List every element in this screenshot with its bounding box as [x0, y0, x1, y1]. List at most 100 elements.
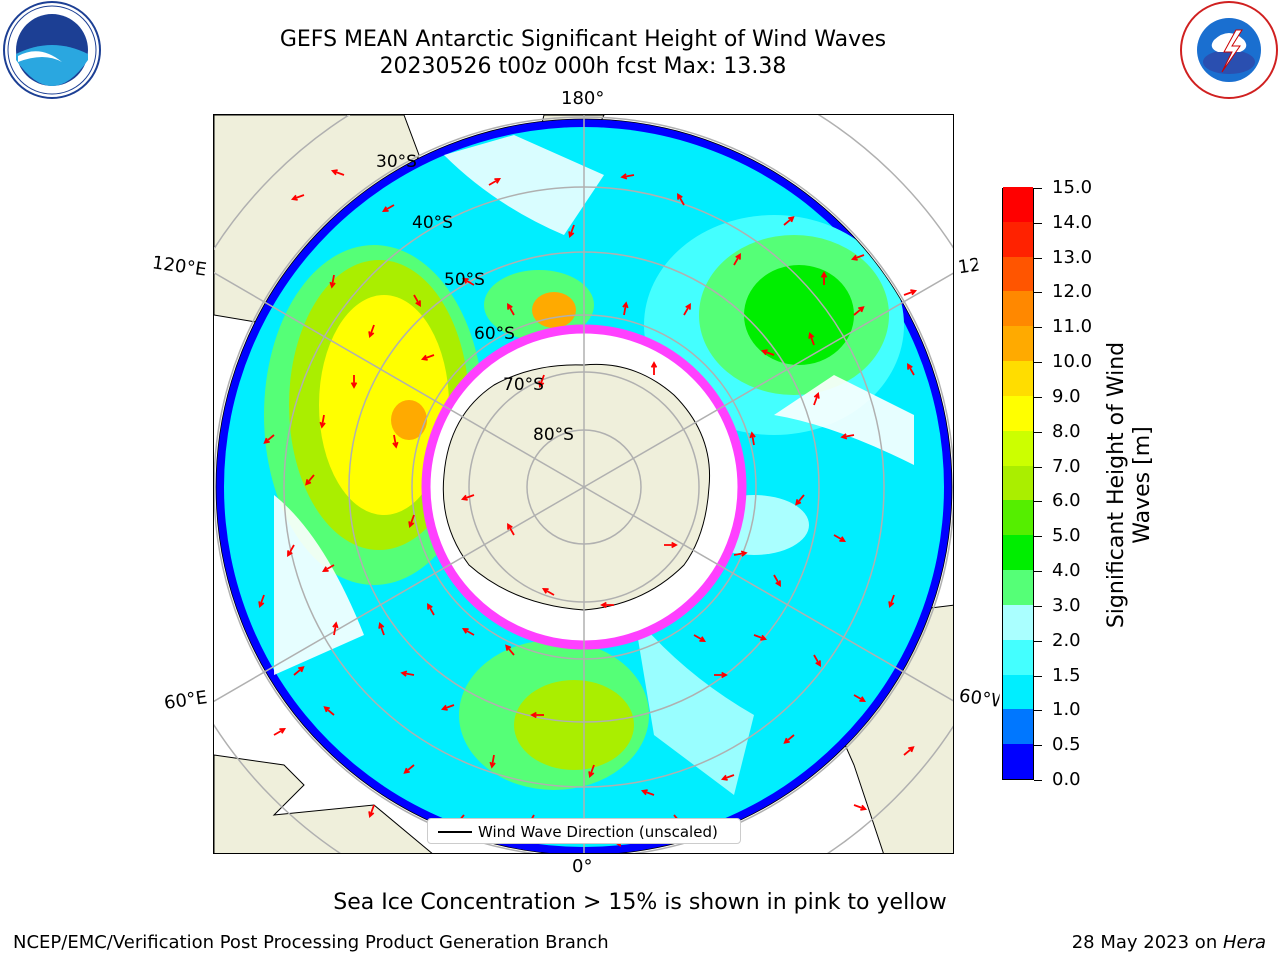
- wind-wave-arrow: [258, 594, 265, 609]
- wind-wave-arrow: [600, 601, 614, 609]
- colorbar-tick-mark: [1034, 571, 1042, 573]
- colorbar-tick-label: 2.0: [1052, 629, 1081, 651]
- wind-wave-arrow: [392, 434, 399, 449]
- wind-wave-arrow: [677, 192, 685, 206]
- polar-map-canvas: [214, 115, 953, 853]
- wind-wave-arrow: [733, 252, 741, 266]
- colorbar-segment: [1003, 256, 1033, 292]
- wind-wave-arrow: [714, 671, 728, 679]
- lat-label-70s: 70°S: [503, 375, 544, 395]
- colorbar-tick-mark: [1034, 257, 1042, 259]
- footer-branch: NCEP/EMC/Verification Post Processing Pr…: [13, 932, 609, 953]
- wind-wave-arrow: [568, 224, 575, 239]
- chart-subtitle: 20230526 t00z 000h fcst Max: 13.38: [379, 54, 787, 79]
- wind-wave-arrow: [321, 564, 335, 572]
- wind-wave-arrow: [505, 644, 515, 656]
- wind-wave-arrow: [323, 706, 335, 716]
- colorbar-tick-label: 14.0: [1052, 211, 1093, 233]
- colorbar-label: Significant Height of Wind Waves [m]: [1104, 341, 1155, 629]
- colorbar-tick-mark: [1034, 327, 1042, 329]
- wind-wave-arrow: [753, 634, 768, 641]
- sea-ice-note: Sea Ice Concentration > 15% is shown in …: [333, 890, 947, 915]
- wind-wave-arrow: [541, 588, 555, 596]
- footer-date: 28 May 2023 on Hera: [1072, 932, 1266, 953]
- wind-wave-arrow: [773, 574, 781, 588]
- wind-wave-arrow: [795, 494, 805, 506]
- graticule: [214, 115, 953, 853]
- wind-wave-arrow: [903, 746, 915, 756]
- colorbar-segment: [1003, 325, 1033, 362]
- colorbar-tick-label: 4.0: [1052, 560, 1081, 582]
- wind-wave-arrow: [427, 602, 435, 616]
- antarctica-land: [442, 363, 711, 611]
- colorbar-segment: [1003, 639, 1033, 675]
- colorbar-segment: [1003, 604, 1033, 640]
- wind-wave-arrow: [305, 474, 315, 486]
- wind-wave-arrow: [833, 534, 847, 542]
- colorbar-segment: [1003, 499, 1033, 536]
- lon-label-120e: 120°E: [150, 252, 208, 281]
- wind-wave-arrow: [507, 302, 515, 316]
- colorbar-segment: [1003, 708, 1033, 745]
- colorbar-tick-label: 1.0: [1052, 699, 1081, 721]
- colorbar-segment: [1003, 221, 1033, 257]
- colorbar-tick-mark: [1034, 501, 1042, 503]
- wind-wave-arrow: [760, 349, 775, 356]
- colorbar-segment: [1003, 674, 1033, 710]
- wind-wave-arrow: [783, 216, 795, 226]
- colorbar: [1002, 186, 1034, 780]
- wind-wave-arrow: [538, 374, 545, 389]
- colorbar-tick-mark: [1034, 222, 1042, 224]
- wind-wave-arrow: [273, 728, 287, 736]
- wind-wave-arrow: [853, 694, 867, 702]
- wind-wave-arrow: [664, 541, 678, 549]
- colorbar-tick-mark: [1034, 466, 1042, 468]
- wind-wave-arrow: [693, 634, 707, 642]
- legend-line-swatch: [438, 831, 472, 833]
- lon-label-60w: 60°W: [957, 685, 1001, 712]
- wind-wave-arrow: [420, 354, 435, 361]
- legend-label: Wind Wave Direction (unscaled): [478, 823, 718, 841]
- colorbar-tick-mark: [1034, 396, 1042, 398]
- colorbar-tick-mark: [1034, 362, 1042, 364]
- wind-wave-arrow: [840, 433, 855, 440]
- map-legend: Wind Wave Direction (unscaled): [427, 818, 741, 844]
- colorbar-tick-label: 6.0: [1052, 490, 1081, 512]
- colorbar-segment: [1003, 395, 1033, 431]
- colorbar-tick-mark: [1034, 536, 1042, 538]
- wind-wave-arrow: [813, 654, 821, 668]
- wind-wave-arrow: [853, 306, 865, 316]
- wind-wave-arrow: [329, 274, 336, 289]
- wind-wave-arrow: [263, 434, 275, 444]
- wind-wave-arrow: [640, 789, 655, 796]
- colorbar-tick-mark: [1034, 675, 1042, 677]
- colorbar-segment: [1003, 360, 1033, 396]
- colorbar-tick-label: 10.0: [1052, 351, 1093, 373]
- wind-wave-arrow: [332, 621, 339, 636]
- colorbar-segment: [1003, 430, 1033, 466]
- colorbar-tick-label: 9.0: [1052, 385, 1081, 407]
- wind-wave-arrow: [350, 375, 358, 389]
- chart-title: GEFS MEAN Antarctic Significant Height o…: [279, 27, 887, 52]
- wind-wave-arrow: [507, 522, 515, 536]
- lon-label-60e: 60°E: [162, 687, 209, 714]
- wind-wave-arrow: [330, 169, 345, 176]
- wind-wave-arrow: [530, 711, 544, 719]
- wind-wave-arrow: [408, 514, 415, 529]
- colorbar-segment: [1003, 569, 1033, 605]
- colorbar-tick-mark: [1034, 188, 1042, 189]
- colorbar-tick-mark: [1034, 745, 1042, 747]
- colorbar-tick-label: 0.0: [1052, 769, 1081, 790]
- colorbar-tick-mark: [1034, 780, 1042, 781]
- colorbar-tick-mark: [1034, 710, 1042, 712]
- wind-wave-arrow: [783, 734, 795, 744]
- wind-wave-arrow: [850, 254, 865, 261]
- wind-wave-arrow: [400, 670, 415, 677]
- wind-wave-arrow: [907, 362, 915, 376]
- colorbar-tick-label: 1.5: [1052, 664, 1081, 686]
- wind-wave-arrow: [440, 704, 455, 711]
- wind-wave-arrow: [290, 194, 305, 201]
- colorbar-tick-label: 7.0: [1052, 455, 1081, 477]
- wind-wave-arrow: [733, 550, 748, 557]
- colorbar-tick-label: 3.0: [1052, 594, 1081, 616]
